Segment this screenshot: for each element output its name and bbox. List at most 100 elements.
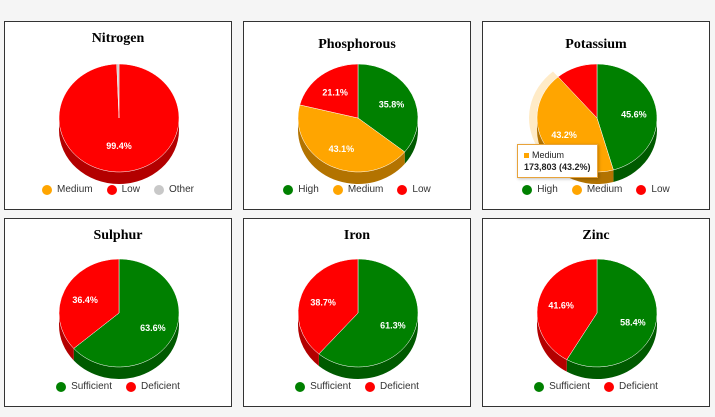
chart-title: Iron [343, 228, 371, 243]
pie-slice-low[interactable] [557, 63, 598, 119]
slice-value-label: 43.2% [551, 130, 577, 140]
pie-chart: 58.4% 41.6% [536, 258, 658, 379]
slice-value-label: 43.1% [329, 144, 355, 154]
chart-legend: Sufficient Deficient [483, 381, 709, 392]
slice-side-deficient [537, 313, 567, 372]
legend-item-medium[interactable]: Medium [42, 184, 93, 195]
legend-marker [397, 184, 408, 195]
pie-slice-medium[interactable] [297, 104, 406, 173]
slice-value-label: 45.6% [621, 109, 647, 119]
pie-chart: 35.8% 43.1% 21.1% [297, 63, 419, 184]
pie-slice-low[interactable] [299, 63, 359, 119]
legend-label: Other [168, 184, 194, 195]
legend-item-deficient[interactable]: Deficient [365, 381, 419, 392]
legend-item-low[interactable]: Low [106, 184, 140, 195]
slice-side-deficient [59, 313, 74, 361]
pie-chart: 45.6% 43.2% [529, 63, 658, 185]
slice-value-label: 41.6% [548, 300, 574, 310]
tooltip-value: 173,803 (43.2%) [524, 162, 591, 172]
legend-label: High [537, 184, 558, 195]
legend-label: High [298, 184, 319, 195]
legend-item-other[interactable]: Other [153, 184, 194, 195]
tooltip-swatch [524, 152, 529, 158]
chart-title: Potassium [565, 37, 627, 52]
legend-label: Medium [347, 184, 384, 195]
chart-title: Zinc [582, 228, 610, 243]
slice-value-label: 38.7% [310, 297, 336, 307]
chart-title: Nitrogen [91, 31, 145, 46]
legend-label: Deficient [141, 381, 180, 392]
pie-chart: 63.6% 36.4% [58, 258, 180, 379]
pie-slice-sufficient[interactable] [566, 258, 658, 368]
slice-value-label: 99.4% [106, 141, 132, 151]
legend-marker [106, 184, 117, 195]
slice-side-sufficient [73, 313, 179, 379]
chart-tooltip: Medium 173,803 (43.2%) [517, 144, 598, 178]
pie-slice-high[interactable] [357, 63, 419, 153]
pie-slice-deficient[interactable] [297, 258, 359, 355]
legend-marker [604, 381, 615, 392]
legend-marker [522, 184, 533, 195]
legend-marker [571, 184, 582, 195]
pie-chart: 99.4% [58, 63, 180, 184]
slice-side-medium [298, 118, 405, 184]
legend-marker [295, 381, 306, 392]
slice-side-low [59, 118, 179, 184]
legend-item-deficient[interactable]: Deficient [604, 381, 658, 392]
legend-item-sufficient[interactable]: Sufficient [534, 381, 590, 392]
legend-item-low[interactable]: Low [636, 184, 670, 195]
slice-value-label: 58.4% [620, 318, 646, 328]
legend-marker [636, 184, 647, 195]
pie-slice-deficient[interactable] [536, 258, 598, 360]
legend-label: Deficient [380, 381, 419, 392]
chart-legend: High Medium Low [244, 184, 470, 195]
slice-side-sufficient [566, 313, 657, 379]
legend-label: Low [412, 184, 431, 195]
legend-item-sufficient[interactable]: Sufficient [56, 381, 112, 392]
slice-value-label: 63.6% [140, 323, 166, 333]
chart-panel-nitrogen: Nitrogen 99.4% Medium Low Other [4, 21, 232, 210]
legend-item-high[interactable]: High [522, 184, 558, 195]
chart-legend: Medium Low Other [5, 184, 231, 195]
chart-legend: Sufficient Deficient [244, 381, 470, 392]
legend-label: Sufficient [549, 381, 591, 392]
legend-marker [365, 381, 376, 392]
legend-item-medium[interactable]: Medium [571, 184, 623, 195]
pie-slice-high[interactable] [596, 63, 658, 171]
slice-value-label: 36.4% [72, 295, 98, 305]
chart-panel-zinc: Zinc 58.4% 41.6% Sufficient Deficient [482, 218, 710, 407]
legend-item-high[interactable]: High [283, 184, 319, 195]
chart-legend: Sufficient Deficient [5, 381, 231, 392]
legend-label: Deficient [619, 381, 658, 392]
chart-panel-sulphur: Sulphur 63.6% 36.4% Sufficient Deficient [4, 218, 232, 407]
slice-value-label: 61.3% [380, 321, 406, 331]
pie-slice-other[interactable] [116, 63, 120, 119]
slice-side-deficient [298, 313, 319, 366]
chart-panel-phosphorous: Phosphorous 35.8% 43.1% 21.1% High Medium Low [243, 21, 471, 210]
legend-item-medium[interactable]: Medium [332, 184, 384, 195]
chart-panel-iron: Iron 61.3% 38.7% Sufficient Deficient [243, 218, 471, 407]
legend-label: Medium [586, 184, 623, 195]
legend-item-sufficient[interactable]: Sufficient [295, 381, 351, 392]
legend-item-deficient[interactable]: Deficient [126, 381, 180, 392]
slice-side-high [613, 118, 657, 182]
legend-label: Sufficient [310, 381, 352, 392]
pie-slice-sufficient[interactable] [73, 258, 180, 368]
legend-label: Sufficient [71, 381, 113, 392]
legend-marker [153, 184, 164, 195]
pie-chart: 61.3% 38.7% [297, 258, 419, 379]
pie-slice-deficient[interactable] [58, 258, 120, 349]
pie-slice-sufficient[interactable] [318, 258, 419, 368]
legend-marker [283, 184, 294, 195]
chart-title: Phosphorous [318, 37, 396, 52]
chart-title: Sulphur [93, 228, 143, 243]
legend-marker [56, 381, 67, 392]
legend-label: Low [121, 184, 140, 195]
legend-marker [126, 381, 137, 392]
legend-item-low[interactable]: Low [397, 184, 431, 195]
legend-label: Medium [57, 184, 93, 195]
legend-marker [534, 381, 545, 392]
chart-legend: High Medium Low [483, 184, 709, 195]
legend-marker [332, 184, 343, 195]
legend-label: Low [651, 184, 670, 195]
